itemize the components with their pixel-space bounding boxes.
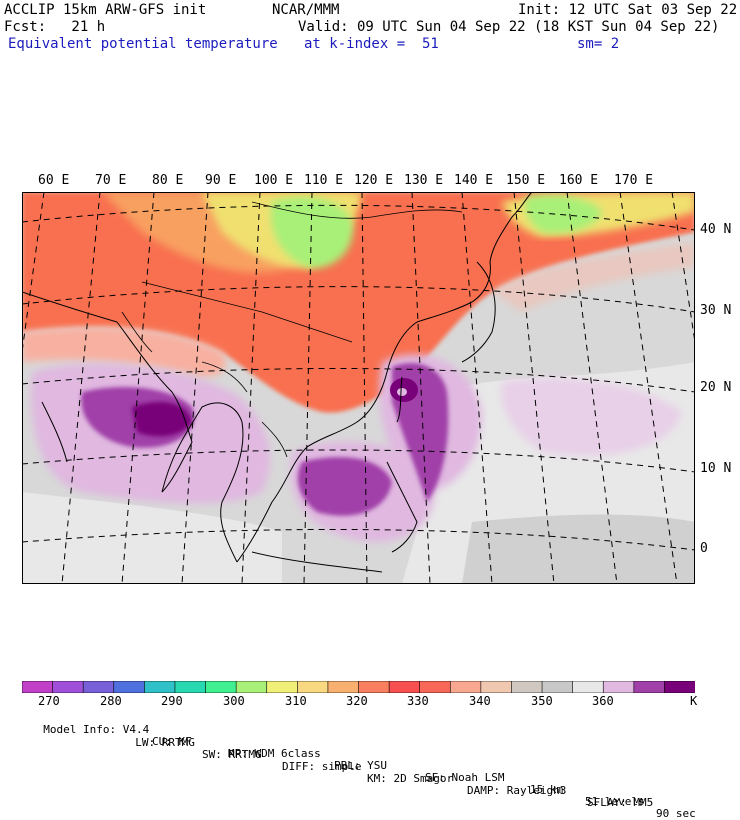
footer-item: SFLAY: MM5 [587,796,654,809]
colorbar-label: 310 [285,694,307,708]
colorbar-swatch [327,681,360,693]
lon-label: 150 E [506,173,546,188]
colorbar-label: 290 [161,694,183,708]
lat-label: 20 N [700,380,732,395]
field-region-green [525,195,602,234]
colorbar-swatch [511,681,543,693]
colorbar-swatch [388,681,421,693]
lat-label: 40 N [700,222,732,237]
cyclone-eye [397,388,407,396]
lon-label: 100 E [254,173,294,188]
colorbar-swatch [664,681,695,693]
colorbar-swatch [449,681,482,693]
coastlines [22,192,533,573]
colorbar-swatch [82,681,115,693]
field-name: Equivalent potential temperature [8,36,278,52]
colorbar-swatch [419,681,452,693]
model-info-line2: LW: RRTMG SW: RRTMG DIFF: simple KM: 2D … [122,725,653,809]
lat-label: 30 N [700,303,732,318]
lon-label: 160 E [559,173,599,188]
center-title: NCAR/MMM [272,2,340,18]
footer-item: 90 sec [656,807,696,820]
colorbar-label: 340 [469,694,491,708]
field-region-pink [22,327,226,377]
colorbar-unit: K [690,694,698,708]
colorbar-label: 320 [346,694,368,708]
smoothing: sm= 2 [577,36,620,52]
colorbar-swatch [205,681,237,693]
level-index: at k-index = 51 [304,36,439,52]
colorbar-label: 270 [38,694,60,708]
colorbar-swatch [113,681,146,693]
footer-item: SW: RRTMG [202,748,262,761]
colorbar-label: 280 [100,694,122,708]
theta-e-map [22,192,695,584]
graticule [22,192,695,584]
field-region-darkpurple [132,402,192,437]
colorbar-label: 350 [531,694,553,708]
colorbar-swatch [174,681,207,693]
colorbar-swatch [358,681,390,693]
lon-label: 140 E [454,173,494,188]
colorbar-label: 300 [223,694,245,708]
map-frame [22,192,695,584]
colorbar-swatch [52,681,84,693]
valid-time: Valid: 09 UTC Sun 04 Sep 22 (18 KST Sun … [298,19,720,35]
lat-label: 0 [700,541,708,556]
lon-label: 120 E [354,173,394,188]
colorbar-swatch [480,681,513,693]
footer-item: DAMP: Rayleigh3 [467,784,567,797]
init-time: Init: 12 UTC Sat 03 Sep 22 [518,2,738,18]
colorbar-swatch [297,681,329,693]
field-region-lavender [501,378,682,456]
colorbar-swatch [144,681,176,693]
lon-label: 70 E [95,173,127,188]
colorbar-swatch [235,681,268,693]
footer-item: Model Info: V4.4 [43,723,150,736]
colorbar-swatch [22,681,54,693]
lon-label: 130 E [404,173,444,188]
colorbar-label: 330 [407,694,429,708]
lon-label: 80 E [152,173,184,188]
lat-label: 10 N [700,461,732,476]
field-region-grey [462,514,695,584]
field-region-pale [22,492,282,584]
colorbar-label: 360 [592,694,614,708]
forecast-hour: Fcst: 21 h [4,19,106,35]
colorbar-swatch [633,681,666,693]
lon-label: 90 E [205,173,237,188]
field-region-green [271,197,353,268]
lon-label: 170 E [614,173,654,188]
borders [121,201,463,458]
footer-item: KM: 2D Smagor [367,772,454,785]
footer-item: DIFF: simple [282,760,362,773]
lon-label: 60 E [38,173,70,188]
colorbar-swatch [572,681,605,693]
colorbar-swatch [602,681,635,693]
lon-label: 110 E [304,173,344,188]
footer-item: LW: RRTMG [135,736,195,749]
colorbar-swatch [266,681,299,693]
field-region-purple [297,457,392,516]
model-title: ACCLIP 15km ARW-GFS init [4,2,207,18]
colorbar-swatch [541,681,574,693]
colorbar [22,681,695,693]
